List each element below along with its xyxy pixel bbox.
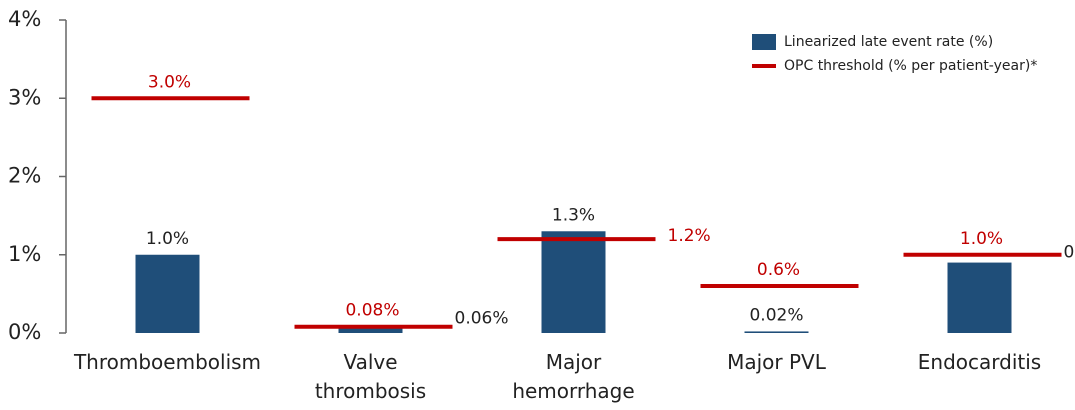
x-tick-label: Major PVL — [727, 350, 826, 374]
x-tick-label-box: Thromboembolism — [74, 348, 261, 377]
y-tick-label: 4% — [8, 7, 41, 31]
bar-value-label: 1.3% — [552, 205, 595, 225]
x-tick-label-box: Endocarditis — [917, 348, 1042, 377]
bar — [338, 328, 403, 333]
threshold-label: 1.2% — [668, 226, 711, 246]
bar-value-label: 1.0% — [146, 229, 189, 249]
bar — [744, 331, 809, 333]
y-tick-label: 0% — [8, 320, 41, 344]
x-tick-label: Valve thrombosis — [314, 350, 427, 403]
legend-label: OPC threshold (% per patient-year)* — [784, 58, 1037, 74]
bar-value-label: 0.06% — [455, 308, 509, 328]
y-tick-label: 3% — [8, 85, 41, 109]
x-tick-label-box: Valve thrombosis — [311, 348, 431, 406]
x-tick-label-box: Major hemorrhage — [512, 348, 635, 406]
x-tick-label: Endocarditis — [917, 350, 1042, 374]
bar — [135, 254, 200, 333]
legend-label: Linearized late event rate (%) — [784, 34, 993, 50]
y-tick-label: 2% — [8, 164, 41, 188]
threshold-label: 0.08% — [345, 301, 399, 321]
x-tick-label-box: Major PVL — [717, 348, 837, 377]
bar — [541, 231, 606, 333]
bar-value-label: 0.9% — [1064, 243, 1075, 263]
legend-swatch — [752, 34, 776, 50]
bar-value-label: 0.02% — [749, 305, 803, 325]
x-tick-label: Major hemorrhage — [512, 350, 635, 403]
bar — [947, 262, 1012, 333]
x-tick-label: Thromboembolism — [73, 350, 262, 374]
y-tick-label: 1% — [8, 242, 41, 266]
threshold-label: 0.6% — [757, 260, 800, 280]
threshold-label: 1.0% — [960, 229, 1003, 249]
threshold-label: 3.0% — [148, 72, 191, 92]
